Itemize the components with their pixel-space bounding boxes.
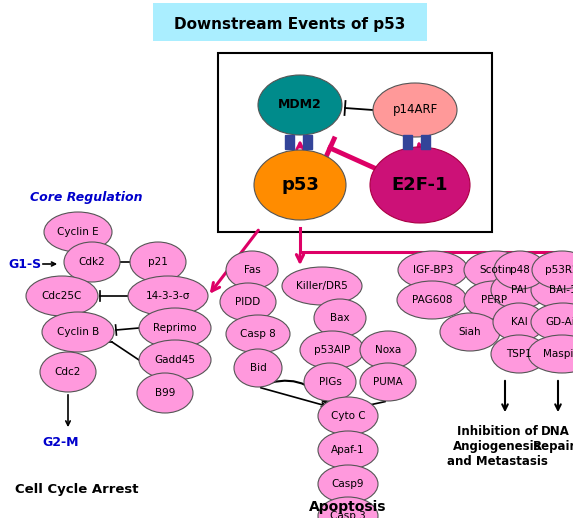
Ellipse shape <box>318 431 378 469</box>
Text: Maspin: Maspin <box>544 349 573 359</box>
Text: Bax: Bax <box>330 313 350 323</box>
Text: KAI: KAI <box>511 317 527 327</box>
FancyBboxPatch shape <box>218 53 492 232</box>
Ellipse shape <box>220 283 276 321</box>
Ellipse shape <box>360 331 416 369</box>
Text: PAG608: PAG608 <box>412 295 452 305</box>
Ellipse shape <box>300 331 364 369</box>
Ellipse shape <box>318 397 378 435</box>
Text: Cdc2: Cdc2 <box>55 367 81 377</box>
Text: p53: p53 <box>281 176 319 194</box>
Ellipse shape <box>493 303 545 341</box>
Ellipse shape <box>440 313 500 351</box>
FancyBboxPatch shape <box>421 135 430 149</box>
Ellipse shape <box>532 251 573 289</box>
Text: Cyclin E: Cyclin E <box>57 227 99 237</box>
Text: Reprimo: Reprimo <box>153 323 197 333</box>
Ellipse shape <box>464 281 524 319</box>
Text: Cdc25C: Cdc25C <box>42 291 82 301</box>
Text: PUMA: PUMA <box>373 377 403 387</box>
Text: GD-AiF: GD-AiF <box>545 317 573 327</box>
Ellipse shape <box>44 212 112 252</box>
Text: Core Regulation: Core Regulation <box>30 192 143 205</box>
Ellipse shape <box>234 349 282 387</box>
Text: Casp9: Casp9 <box>332 479 364 489</box>
Ellipse shape <box>64 242 120 282</box>
Text: Scotin: Scotin <box>480 265 512 275</box>
Text: Cell Cycle Arrest: Cell Cycle Arrest <box>15 483 139 496</box>
FancyBboxPatch shape <box>403 135 412 149</box>
Ellipse shape <box>528 335 573 373</box>
Ellipse shape <box>314 299 366 337</box>
Text: IGF-BP3: IGF-BP3 <box>413 265 453 275</box>
Text: Downstream Events of p53: Downstream Events of p53 <box>174 17 406 32</box>
Ellipse shape <box>137 373 193 413</box>
Ellipse shape <box>370 147 470 223</box>
Text: Fas: Fas <box>244 265 260 275</box>
Ellipse shape <box>42 312 114 352</box>
Text: Noxa: Noxa <box>375 345 401 355</box>
Ellipse shape <box>318 497 378 518</box>
Ellipse shape <box>531 303 573 341</box>
Ellipse shape <box>373 83 457 137</box>
FancyBboxPatch shape <box>303 135 312 149</box>
Ellipse shape <box>464 251 528 289</box>
Text: p53AIP: p53AIP <box>314 345 350 355</box>
Text: B99: B99 <box>155 388 175 398</box>
Text: G1-S: G1-S <box>8 257 41 270</box>
Text: PIGs: PIGs <box>319 377 342 387</box>
Ellipse shape <box>491 335 547 373</box>
Text: Casp 3: Casp 3 <box>330 511 366 518</box>
Ellipse shape <box>139 340 211 380</box>
Text: Cyto C: Cyto C <box>331 411 366 421</box>
Ellipse shape <box>226 251 278 289</box>
Ellipse shape <box>226 315 290 353</box>
Ellipse shape <box>254 150 346 220</box>
Ellipse shape <box>360 363 416 401</box>
Ellipse shape <box>491 271 547 309</box>
Text: PERP: PERP <box>481 295 507 305</box>
Ellipse shape <box>139 308 211 348</box>
Text: Casp 8: Casp 8 <box>240 329 276 339</box>
Ellipse shape <box>40 352 96 392</box>
Text: PIDD: PIDD <box>236 297 261 307</box>
Ellipse shape <box>304 363 356 401</box>
Ellipse shape <box>26 276 98 316</box>
Text: TSP1: TSP1 <box>506 349 532 359</box>
FancyBboxPatch shape <box>153 3 427 41</box>
Text: Apoptosis: Apoptosis <box>309 500 387 514</box>
Text: Gadd45: Gadd45 <box>155 355 195 365</box>
Ellipse shape <box>258 75 342 135</box>
Ellipse shape <box>128 276 208 316</box>
Ellipse shape <box>282 267 362 305</box>
Text: DNA
Repair: DNA Repair <box>533 425 573 453</box>
Text: Inhibition of
Angiogenesis
and Metastasis: Inhibition of Angiogenesis and Metastasi… <box>446 425 547 468</box>
FancyBboxPatch shape <box>285 135 294 149</box>
Ellipse shape <box>494 251 546 289</box>
Text: PAI: PAI <box>511 285 527 295</box>
Text: Cyclin B: Cyclin B <box>57 327 99 337</box>
Ellipse shape <box>130 242 186 282</box>
Text: Cdk2: Cdk2 <box>79 257 105 267</box>
Text: BAI-1: BAI-1 <box>549 285 573 295</box>
Text: p53R2: p53R2 <box>545 265 573 275</box>
Text: MDM2: MDM2 <box>278 98 322 111</box>
Text: Siah: Siah <box>459 327 481 337</box>
Ellipse shape <box>397 281 467 319</box>
Text: 14-3-3-σ: 14-3-3-σ <box>146 291 190 301</box>
Ellipse shape <box>531 271 573 309</box>
Text: Apaf-1: Apaf-1 <box>331 445 365 455</box>
Text: Bid: Bid <box>250 363 266 373</box>
Text: p14ARF: p14ARF <box>393 104 438 117</box>
Ellipse shape <box>398 251 468 289</box>
Ellipse shape <box>318 465 378 503</box>
Text: E2F-1: E2F-1 <box>392 176 448 194</box>
Text: p48: p48 <box>510 265 530 275</box>
Text: G2-M: G2-M <box>42 436 79 449</box>
Text: p21: p21 <box>148 257 168 267</box>
Text: Killer/DR5: Killer/DR5 <box>296 281 348 291</box>
